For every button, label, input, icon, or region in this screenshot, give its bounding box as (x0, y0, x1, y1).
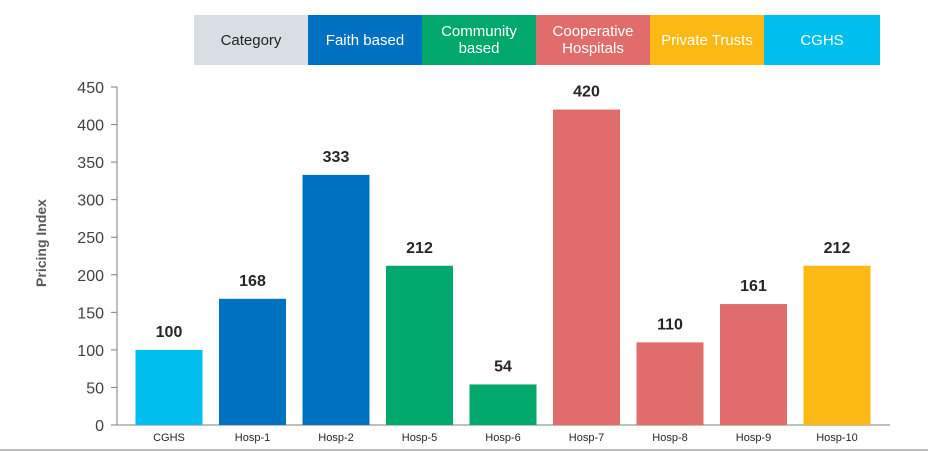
bar-value-label: 212 (824, 240, 851, 257)
bar-value-label: 212 (406, 240, 433, 257)
y-tick-label: 400 (77, 118, 104, 135)
legend-cell-private-trusts: Private Trusts (650, 15, 764, 65)
bar-hosp-7 (553, 109, 620, 426)
y-tick-label: 0 (95, 418, 104, 435)
bar-hosp-8 (636, 342, 704, 425)
legend-label: Faith based (325, 31, 405, 49)
y-tick-label: 350 (77, 155, 104, 172)
bars: 100 CGHS 168 Hosp-1 333 Hosp-2 212 Hosp-5 54 Hosp… (135, 84, 871, 444)
bar-value-label: 54 (494, 358, 512, 375)
y-axis-label: Pricing Index (33, 199, 49, 287)
bar-value-label: 161 (740, 278, 767, 295)
bar-hosp-5 (386, 265, 453, 425)
y-tick-label: 300 (77, 193, 104, 210)
legend-cell-faith-based: Faith based (308, 15, 422, 65)
bar-cghs (135, 349, 203, 425)
y-tick-label: 250 (77, 230, 104, 247)
category-legend: Category Faith based Community based Coo… (194, 15, 880, 65)
x-tick-label: Hosp-1 (235, 432, 270, 444)
bar-value-label: 110 (657, 316, 683, 333)
bar-value-label: 100 (156, 324, 183, 341)
bar-hosp-1 (219, 298, 286, 425)
bottom-divider (0, 449, 928, 451)
x-tick-label: Hosp-6 (485, 432, 520, 444)
y-tick-label: 150 (77, 305, 104, 322)
y-tick-label: 450 (77, 80, 104, 97)
bar-value-label: 420 (573, 84, 600, 101)
x-tick-label: Hosp-5 (402, 432, 437, 444)
y-tick-label: 50 (86, 380, 104, 397)
legend-cell-cghs: CGHS (764, 15, 880, 65)
y-tick-label: 200 (77, 268, 104, 285)
legend-label: Private Trusts (661, 31, 753, 49)
legend-cell-community-based: Community based (422, 15, 536, 65)
legend-label: Cooperative Hospitals (552, 23, 634, 57)
bar-hosp-6 (469, 384, 537, 425)
bar-value-label: 168 (239, 273, 266, 290)
x-tick-label: Hosp-8 (652, 432, 687, 444)
legend-label: Category (220, 31, 282, 49)
x-tick-label: Hosp-7 (569, 432, 604, 444)
y-tick-label: 100 (77, 343, 104, 360)
legend-cell-cooperative-hospitals: Cooperative Hospitals (536, 15, 650, 65)
x-tick-label: Hosp-10 (816, 432, 858, 444)
legend-label: CGHS (800, 31, 844, 49)
bar-hosp-2 (302, 174, 370, 425)
bar-hosp-9 (720, 304, 787, 425)
x-tick-label: Hosp-2 (318, 432, 353, 444)
bar-value-label: 333 (323, 149, 350, 166)
legend-label: Community based (441, 23, 517, 57)
x-tick-label: Hosp-9 (736, 432, 771, 444)
x-tick-label: CGHS (153, 432, 185, 444)
legend-cell-category: Category (194, 15, 308, 65)
bar-hosp-10 (803, 265, 871, 425)
